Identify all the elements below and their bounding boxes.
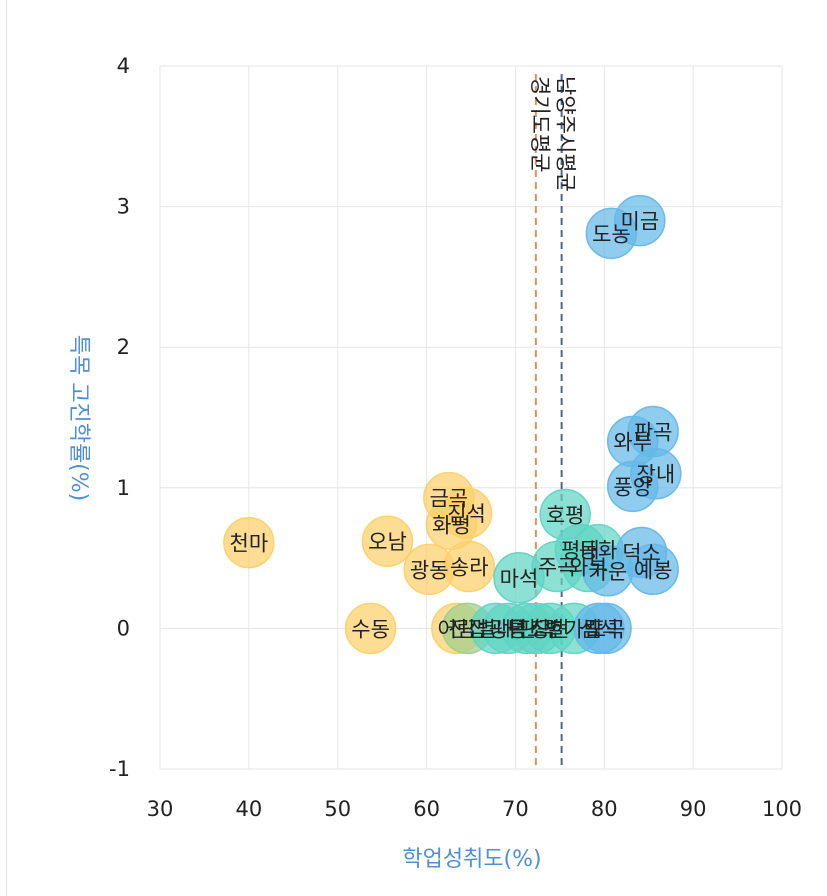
x-tick-label: 80	[591, 797, 618, 821]
bubble	[630, 447, 682, 500]
bubble-label: 동화	[579, 539, 618, 563]
y-tick-label: 4	[117, 54, 130, 78]
reference-line-label: 경기도평균	[528, 76, 552, 173]
bubble-label: 오남	[368, 530, 407, 554]
left-divider	[6, 0, 7, 896]
bubble-label: 화평	[432, 513, 471, 537]
bubble-label: 도곡	[587, 617, 626, 641]
bubble-label: 주곡	[538, 556, 577, 580]
y-tick-label: 0	[117, 616, 130, 640]
bubble	[443, 540, 495, 593]
bubble	[223, 516, 275, 569]
bubble-label: 가운	[589, 560, 628, 584]
y-axis-title: 특목 고진학률(%)	[66, 335, 91, 502]
bubbles	[223, 194, 682, 655]
bubble-label: 미금	[621, 210, 660, 234]
x-tick-label: 40	[235, 797, 262, 821]
bubble-label: 평내	[561, 539, 600, 563]
bubble	[614, 194, 666, 247]
x-tick-label: 70	[502, 797, 529, 821]
bubble-label: 광릉	[489, 617, 528, 641]
bubble-label: 도농	[592, 222, 631, 246]
bubble-label: 진석	[447, 502, 486, 526]
y-tick-label: 2	[117, 335, 130, 359]
bubble-label: 어람	[437, 617, 476, 641]
bubble-label: 와부	[613, 430, 652, 454]
x-tick-label: 50	[324, 797, 351, 821]
y-tick-label: 3	[117, 195, 130, 219]
x-tick-label: 100	[762, 797, 802, 821]
bubble-label: 덕소	[508, 617, 547, 641]
reference-lines: 경기도평균 남양주시평균	[528, 74, 578, 769]
bubble-label: 풍양	[613, 475, 652, 499]
y-tick-label: -1	[109, 757, 130, 781]
y-tick-label: 1	[117, 476, 130, 500]
x-tick-label: 60	[413, 797, 440, 821]
bubble-label: 장내	[637, 463, 676, 487]
bubble-labels: 천마수동오남광동금곡화평진석송라어람진접별내광릉마석덕소판곡창현주곡호평별가람평…	[230, 210, 676, 642]
bubble-label: 창현	[531, 617, 570, 641]
bubble-label: 금곡	[429, 487, 468, 511]
bubble-label: 광동	[410, 558, 449, 582]
bubble-label: 진접	[448, 617, 487, 641]
bubble-label: 수동	[351, 617, 390, 641]
bubble	[440, 487, 493, 539]
bubble	[627, 543, 679, 596]
bubble	[361, 515, 414, 567]
x-tick-label: 30	[147, 797, 174, 821]
bubble-label: 호평	[546, 504, 585, 528]
bubble-label: 천마	[230, 532, 269, 556]
bubble-label: 예봉	[634, 558, 673, 582]
bubble	[344, 602, 397, 655]
bubble-label: 별내	[477, 617, 516, 641]
bubble-label: 와부	[569, 556, 608, 580]
bubble-label: 별가람	[545, 617, 603, 641]
bubble-label: 판곡	[517, 617, 556, 641]
bubble-label: 마석	[500, 567, 539, 591]
x-tick-label: 90	[680, 797, 707, 821]
bubble	[580, 602, 632, 655]
axis-ticks: -1 0 1 2 3 4 30 40 50 60 70 80 90 100	[109, 54, 802, 821]
gridlines	[159, 65, 783, 770]
bubble-label: 심석	[580, 617, 619, 641]
x-axis-title: 학업성취도(%)	[402, 847, 541, 872]
bubble-label: 송라	[450, 556, 489, 580]
bubble-label: 덕소	[622, 541, 661, 565]
reference-line-label: 남양주시평균	[554, 76, 578, 192]
bubble-label: 판곡	[634, 421, 673, 445]
